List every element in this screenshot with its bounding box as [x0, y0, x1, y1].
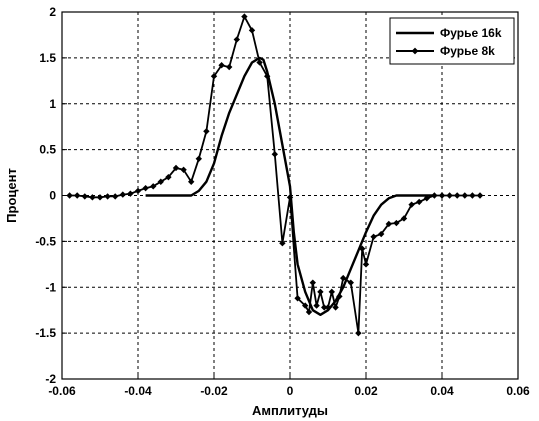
data-point: [180, 166, 187, 174]
data-point: [446, 192, 453, 199]
series-layer: [66, 13, 484, 337]
y-tick-label: 2: [49, 5, 56, 19]
data-point: [188, 178, 195, 185]
data-point: [324, 304, 332, 311]
data-point: [438, 192, 446, 199]
y-tick-label: -1: [45, 280, 56, 294]
data-point: [89, 194, 96, 201]
data-point: [309, 279, 316, 286]
data-point: [127, 190, 134, 197]
data-point: [393, 219, 400, 227]
data-point: [378, 230, 385, 238]
data-point: [355, 329, 362, 337]
legend-marker-8k: [411, 47, 419, 55]
data-point: [210, 73, 218, 80]
data-point: [286, 194, 294, 201]
tick-labels: -0.06 -0.04 -0.02 0 0.02 0.04 0.06 -2 -1.5 -1 -0.5…: [35, 5, 530, 398]
data-point: [294, 295, 301, 302]
data-point: [385, 220, 392, 228]
data-point: [264, 73, 271, 80]
data-point: [336, 293, 343, 300]
data-point: [469, 192, 476, 199]
data-point: [317, 288, 324, 296]
legend-label-8k: Фурье 8k: [440, 44, 495, 58]
y-tick-label: 0: [49, 189, 56, 203]
y-axis-label: Процент: [4, 168, 19, 223]
data-point: [362, 261, 370, 268]
data-point: [313, 302, 320, 309]
x-tick-label: -0.06: [48, 384, 76, 398]
data-point: [476, 192, 484, 199]
data-point: [81, 193, 88, 200]
x-tick-label: 0.04: [430, 384, 454, 398]
data-point: [241, 13, 248, 20]
data-point: [218, 62, 225, 69]
data-point: [66, 192, 73, 199]
legend-box: [389, 17, 515, 65]
y-tick-label: 1: [49, 97, 56, 111]
data-point: [321, 304, 328, 311]
x-tick-label: 0.06: [506, 384, 530, 398]
data-point: [454, 192, 461, 199]
data-point: [302, 302, 309, 309]
x-tick-label: -0.04: [124, 384, 152, 398]
data-point: [119, 191, 126, 198]
x-tick-label: -0.02: [200, 384, 228, 398]
y-tick-label: -0.5: [35, 234, 56, 248]
data-point: [165, 173, 172, 181]
data-point: [340, 274, 347, 282]
data-point: [112, 193, 119, 200]
data-point: [347, 279, 354, 286]
data-point: [305, 308, 313, 316]
data-point: [408, 201, 415, 208]
data-point: [359, 245, 366, 252]
x-tick-label: 0.02: [354, 384, 378, 398]
data-point: [104, 193, 111, 200]
data-point: [370, 233, 377, 240]
data-point: [328, 288, 335, 296]
data-point: [416, 198, 423, 206]
y-tick-label: 1.5: [39, 51, 56, 65]
data-point: [461, 192, 468, 199]
x-tick-label: 0: [287, 384, 294, 398]
data-point: [195, 155, 202, 162]
data-point: [233, 36, 240, 43]
data-point: [226, 63, 233, 71]
y-tick-label: -1.5: [35, 326, 56, 340]
data-point: [150, 183, 157, 190]
x-axis-label: Амплитуды: [252, 403, 328, 418]
y-tick-label: 0.5: [39, 143, 56, 157]
data-point: [142, 184, 149, 192]
data-point: [271, 151, 278, 158]
data-point: [157, 178, 164, 185]
data-point: [400, 215, 408, 222]
data-point: [203, 128, 210, 135]
y-tick-label: -2: [45, 372, 56, 386]
data-point: [332, 304, 339, 311]
data-point: [96, 194, 104, 201]
data-point: [248, 27, 256, 34]
data-point: [172, 164, 180, 172]
data-point: [74, 192, 81, 199]
data-point: [431, 192, 438, 199]
data-point: [256, 59, 263, 66]
legend-label-16k: Фурье 16k: [440, 26, 502, 40]
legend: Фурье 16k Фурье 8k: [389, 17, 515, 65]
data-point: [423, 195, 430, 202]
series-line-0: [145, 56, 435, 316]
data-point: [134, 187, 142, 195]
data-point: [279, 240, 286, 247]
